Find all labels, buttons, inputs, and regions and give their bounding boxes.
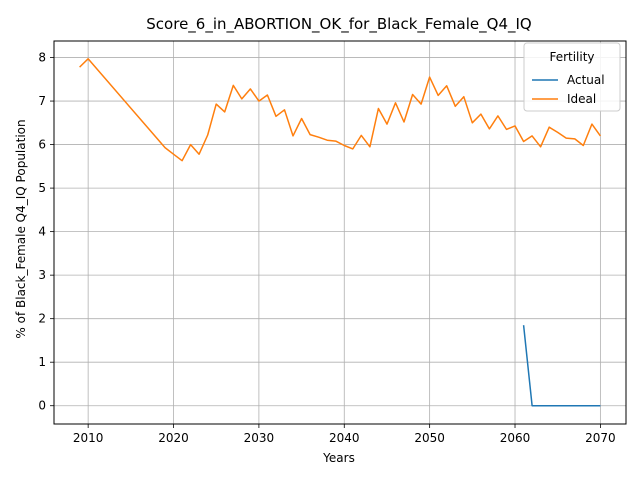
y-tick-label: 5 <box>38 181 46 195</box>
legend-box <box>523 42 621 112</box>
x-axis-label: Years <box>322 451 355 465</box>
y-tick-label: 2 <box>38 312 46 326</box>
x-tick-label: 2010 <box>73 431 104 445</box>
x-tick-label: 2040 <box>329 431 360 445</box>
x-tick-label: 2060 <box>500 431 531 445</box>
series-line-actual <box>522 325 601 407</box>
legend-items: Actual Ideal <box>532 73 605 106</box>
y-axis-label: % of Black_Female Q4_IQ Population <box>14 119 28 338</box>
y-tick-label: 1 <box>38 355 46 369</box>
axes-frame <box>53 40 627 425</box>
legend: Fertility Actual Ideal <box>523 42 621 112</box>
series-line-ideal <box>79 58 602 162</box>
y-tick-label: 6 <box>38 138 46 152</box>
chart-title: Score_6_in_ABORTION_OK_for_Black_Female_… <box>146 15 531 34</box>
legend-title: Fertility <box>549 50 594 64</box>
y-tick-label: 0 <box>38 399 46 413</box>
y-tick-label: 8 <box>38 51 46 65</box>
legend-label-actual: Actual <box>567 73 605 87</box>
x-axis-ticks: 2010 2020 2030 2040 2050 2060 2070 <box>73 424 616 445</box>
y-tick-label: 7 <box>38 94 46 108</box>
x-tick-label: 2070 <box>585 431 616 445</box>
y-axis-ticks: 0 1 2 3 4 5 6 7 8 <box>38 51 54 413</box>
y-tick-label: 3 <box>38 268 46 282</box>
grid-lines <box>54 41 626 424</box>
x-tick-label: 2030 <box>244 431 275 445</box>
x-tick-label: 2050 <box>414 431 445 445</box>
y-tick-label: 4 <box>38 225 46 239</box>
series-layer <box>79 58 602 407</box>
x-tick-label: 2020 <box>158 431 189 445</box>
legend-label-ideal: Ideal <box>567 92 596 106</box>
